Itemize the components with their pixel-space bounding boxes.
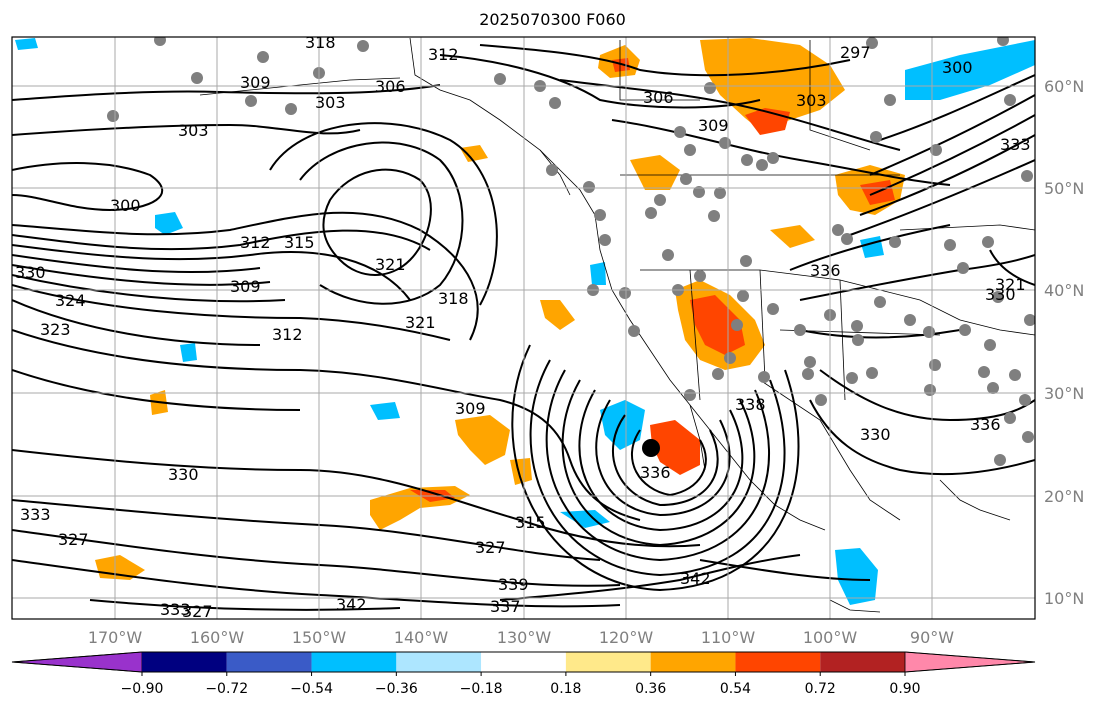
lat-tick-label: 50°N xyxy=(1044,179,1084,198)
colorbar-tick-label: 0.36 xyxy=(635,681,666,697)
contour-label: 333 xyxy=(20,505,51,524)
contour-label: 300 xyxy=(942,58,973,77)
graticule xyxy=(12,37,1035,619)
colorbar-segment xyxy=(481,652,566,672)
contour-label: 342 xyxy=(336,595,367,614)
colorbar-tick-label: −0.90 xyxy=(121,681,164,697)
contour-label: 306 xyxy=(375,77,406,96)
contour-label-layer: 318 312 297 300 309 306 303 303 306 309 … xyxy=(15,33,1031,621)
lat-tick-label: 40°N xyxy=(1044,281,1084,300)
contour-label: 330 xyxy=(15,263,46,282)
colorbar-tick-label: −0.36 xyxy=(375,681,418,697)
contour-label: 312 xyxy=(240,233,271,252)
contour-label: 306 xyxy=(643,88,674,107)
contour-label: 312 xyxy=(272,325,303,344)
colorbar-tick-label: −0.18 xyxy=(460,681,503,697)
contour-label: 336 xyxy=(970,415,1001,434)
contour-label: 309 xyxy=(240,73,271,92)
colorbar-tick-label: 0.72 xyxy=(805,681,836,697)
colorbar: −0.90 −0.72 −0.54 −0.36 −0.18 0.18 0.36 0.54 0.7… xyxy=(11,651,1036,697)
contour-label: 318 xyxy=(305,33,336,52)
contour-label: 318 xyxy=(438,289,469,308)
contour-label: 336 xyxy=(640,463,671,482)
contour-label: 330 xyxy=(860,425,891,444)
colorbar-segment xyxy=(820,652,905,672)
map-plot-area: 318 312 297 300 309 306 303 303 306 309 … xyxy=(12,33,1035,621)
lon-tick-label: 160°W xyxy=(190,628,245,647)
colorbar-segment xyxy=(226,652,312,672)
contour-label: 297 xyxy=(840,43,871,62)
lon-tick-label: 110°W xyxy=(701,628,756,647)
contour-label: 330 xyxy=(168,465,199,484)
low-center-marker xyxy=(642,439,660,457)
contour-label: 333 xyxy=(1000,135,1031,154)
contour-label: 327 xyxy=(58,530,89,549)
colorbar-tick-label: 0.90 xyxy=(889,681,920,697)
colorbar-tick-label: −0.72 xyxy=(205,681,248,697)
contour-label: 342 xyxy=(680,569,711,588)
contour-label: 321 xyxy=(405,313,436,332)
contour-label: 309 xyxy=(230,277,261,296)
colorbar-extend-low xyxy=(11,651,143,673)
lat-tick-label: 10°N xyxy=(1044,589,1084,608)
colorbar-tick-label: 0.54 xyxy=(720,681,751,697)
contour-label: 303 xyxy=(178,121,209,140)
lon-tick-label: 150°W xyxy=(292,628,347,647)
contour-label: 321 xyxy=(995,275,1026,294)
observation-dots xyxy=(107,37,1035,466)
lon-tick-label: 120°W xyxy=(599,628,654,647)
lat-tick-label: 30°N xyxy=(1044,384,1084,403)
contour-label: 333 xyxy=(160,600,191,619)
colorbar-segment xyxy=(650,652,736,672)
contour-label: 315 xyxy=(284,233,315,252)
map-frame xyxy=(11,36,1036,620)
lon-tick-label: 100°W xyxy=(803,628,858,647)
contour-label: 315 xyxy=(515,513,546,532)
contour-label: 300 xyxy=(110,196,141,215)
contour-label: 303 xyxy=(796,91,827,110)
contour-label: 339 xyxy=(498,575,529,594)
contour-label: 309 xyxy=(455,399,486,418)
contour-label: 321 xyxy=(375,255,406,274)
lat-tick-label: 60°N xyxy=(1044,77,1084,96)
contour-label: 336 xyxy=(810,261,841,280)
contour-label: 337 xyxy=(490,597,521,616)
colorbar-segment xyxy=(735,652,821,672)
contour-label: 338 xyxy=(735,395,766,414)
colorbar-segment xyxy=(396,652,482,672)
colorbar-segment xyxy=(142,652,227,672)
lon-tick-label: 130°W xyxy=(497,628,552,647)
colorbar-segment xyxy=(565,652,651,672)
lat-tick-label: 20°N xyxy=(1044,487,1084,506)
contour-label: 303 xyxy=(315,93,346,112)
colorbar-extend-high xyxy=(904,651,1036,673)
longitude-axis: 170°W 160°W 150°W 140°W 130°W 120°W 110°… xyxy=(88,628,954,647)
contour-label: 327 xyxy=(475,538,506,557)
lon-tick-label: 170°W xyxy=(88,628,143,647)
map-title: 2025070300 F060 xyxy=(479,10,626,29)
contour-label: 327 xyxy=(182,602,213,621)
contour-label: 312 xyxy=(428,45,459,64)
contour-label: 323 xyxy=(40,320,71,339)
colorbar-segment xyxy=(311,652,397,672)
contour-label: 324 xyxy=(55,291,86,310)
latitude-axis: 60°N 50°N 40°N 30°N 20°N 10°N xyxy=(1044,77,1084,608)
contour-layer xyxy=(12,44,1035,611)
lon-tick-label: 90°W xyxy=(910,628,954,647)
colorbar-tick-label: −0.54 xyxy=(290,681,333,697)
contour-label: 330 xyxy=(985,285,1016,304)
contour-label: 309 xyxy=(698,116,729,135)
lon-tick-label: 140°W xyxy=(394,628,449,647)
colorbar-tick-label: 0.18 xyxy=(550,681,581,697)
